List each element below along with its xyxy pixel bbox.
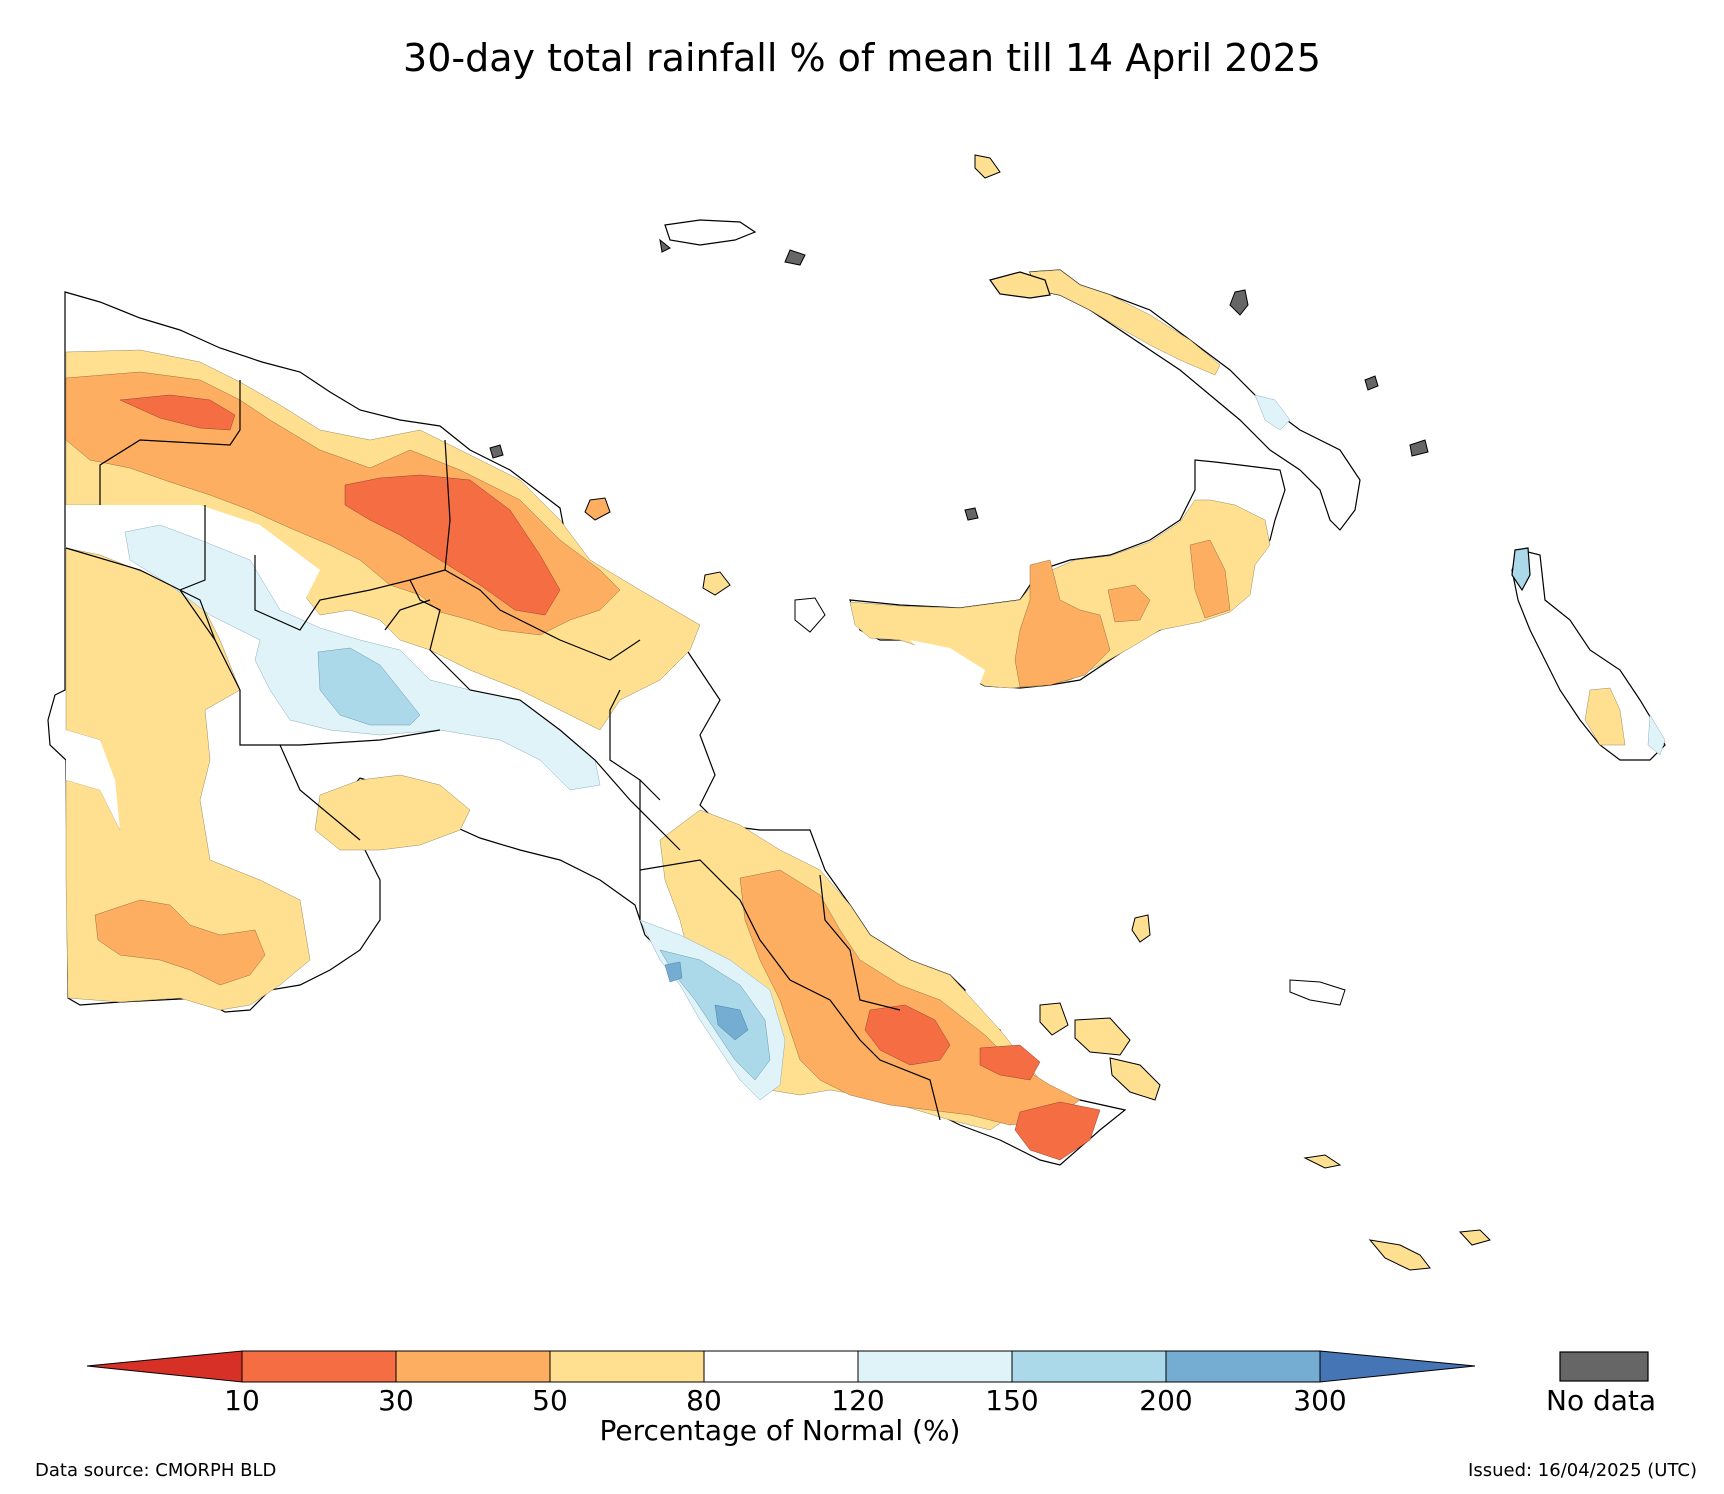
anomaly-150-200-highlands — [317, 647, 421, 726]
small-island-nodata-5 — [1364, 375, 1379, 391]
small-island-nodata-2 — [489, 444, 504, 459]
bougainville-outline — [1511, 549, 1666, 761]
data-source: Data source: CMORPH BLD — [35, 1460, 277, 1481]
map-title: 30-day total rainfall % of mean till 14 … — [403, 36, 1321, 80]
nb-anomaly-white — [910, 640, 985, 684]
bougainville-anomaly-120-150 — [1647, 714, 1666, 756]
province-boundaries — [65, 380, 941, 1121]
anomaly-200-300-central — [664, 961, 749, 1041]
colorbar-tick: 30 — [378, 1384, 414, 1417]
colorbar-tick: 300 — [1293, 1384, 1347, 1417]
colorbar-bin-80-120 — [703, 1350, 859, 1383]
anomaly-10-30-madang — [344, 474, 561, 616]
no-data-label: No data — [1546, 1384, 1657, 1417]
karkar-island — [584, 497, 611, 521]
small-island-nodata-3 — [1409, 439, 1429, 457]
colorbar-high-extension — [1319, 1350, 1476, 1383]
misima-island — [1303, 1154, 1342, 1169]
anomaly-10-30-oro — [864, 1004, 951, 1066]
umboi-island — [794, 597, 826, 633]
colorbar-bin-120-150 — [857, 1350, 1013, 1383]
small-island-nodata-1 — [1229, 289, 1249, 316]
colorbar-title: Percentage of Normal (%) — [599, 1414, 961, 1447]
nb-anomaly-30-50-north — [1107, 584, 1151, 623]
new-ireland — [989, 269, 1361, 531]
anomaly-50-80-gulf — [314, 774, 471, 851]
bougainville-anomaly-50-80 — [1584, 687, 1626, 746]
rossel-island — [1458, 1229, 1491, 1246]
anomaly-50-80-west — [65, 547, 311, 1011]
ni-anomaly-120-150 — [1254, 394, 1291, 431]
colorbar-bin-30-50 — [395, 1350, 551, 1383]
no-data-swatch — [1559, 1351, 1649, 1382]
nb-anomaly-30-50-east — [1189, 539, 1231, 619]
mussau-island — [974, 154, 1001, 179]
colorbar-tick: 10 — [224, 1384, 260, 1417]
nb-anomaly-30-50-west — [1014, 559, 1111, 688]
sudest-island — [1368, 1239, 1431, 1271]
new-hanover — [989, 271, 1051, 299]
colorbar-tick: 150 — [985, 1384, 1039, 1417]
colorbar — [86, 1350, 1649, 1383]
colorbar-tick: 80 — [686, 1384, 722, 1417]
colorbar-tick: 50 — [532, 1384, 568, 1417]
anomaly-10-30-easttip — [1014, 1101, 1101, 1161]
anomaly-150-200-central — [659, 949, 771, 1081]
anomaly-white-west-inner — [66, 730, 120, 830]
mainland — [47, 291, 1127, 1166]
manus-island — [659, 219, 806, 266]
anomaly-10-30-sepik — [119, 394, 236, 431]
bougainville — [1511, 547, 1666, 761]
new-britain — [849, 459, 1286, 689]
colorbar-tick: 120 — [831, 1384, 885, 1417]
colorbar-bin-10-30 — [241, 1350, 397, 1383]
fergusson-island — [1074, 1017, 1131, 1056]
small-island-nodata-4 — [964, 507, 979, 521]
anomaly-30-50-south — [94, 899, 266, 986]
colorbar-bin-150-200 — [1011, 1350, 1167, 1383]
colorbar-bin-200-300 — [1165, 1350, 1321, 1383]
colorbar-bin-50-80 — [549, 1350, 705, 1383]
long-island — [702, 571, 731, 596]
ni-anomaly-50-80 — [1029, 269, 1221, 376]
colorbar-low-extension — [86, 1350, 243, 1383]
colorbar-tick: 200 — [1139, 1384, 1193, 1417]
small-islands — [489, 154, 1491, 1271]
issued-date: Issued: 16/04/2025 (UTC) — [1468, 1460, 1697, 1481]
woodlark-island — [1289, 979, 1346, 1006]
trobriand-island — [1131, 914, 1151, 943]
goodenough-island — [1039, 1002, 1069, 1036]
normanby-island — [1109, 1057, 1161, 1101]
anomaly-10-30-milnebay — [979, 1044, 1041, 1081]
buka-island — [1511, 547, 1531, 592]
